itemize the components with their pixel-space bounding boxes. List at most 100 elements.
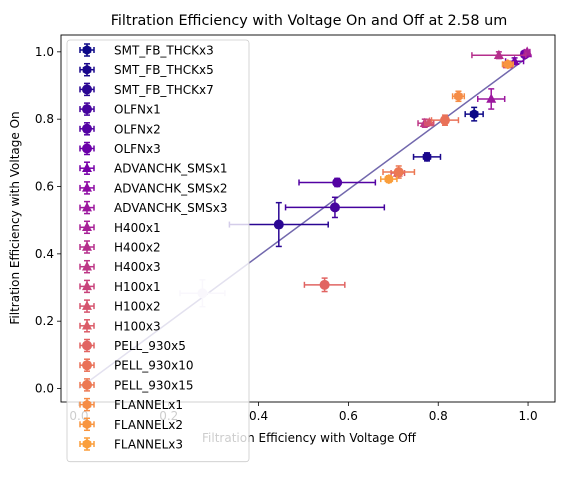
data-marker (493, 49, 504, 59)
data-marker (422, 151, 432, 162)
y-tick-label: 0.0 (35, 382, 54, 396)
legend-marker (82, 221, 92, 232)
legend-label: OLFNx1 (114, 103, 161, 117)
data-marker (384, 174, 394, 185)
data-point (477, 88, 506, 110)
legend-label: FLANNELx3 (114, 438, 183, 452)
legend-marker (82, 84, 92, 95)
legend-entry: H400x3 (79, 259, 161, 274)
legend-label: SMT_FB_THCKx5 (114, 63, 214, 77)
legend-marker (82, 202, 92, 212)
legend-box (66, 39, 250, 463)
legend-marker (82, 104, 92, 115)
legend-entry: OLFNx1 (79, 102, 161, 117)
legend-entry: ADVANCHK_SMSx2 (79, 181, 227, 195)
data-point (412, 151, 442, 162)
data-marker (454, 91, 463, 102)
data-point (284, 196, 386, 219)
plot-area (78, 46, 533, 390)
legend-label: SMT_FB_THCKx7 (114, 83, 214, 97)
legend-label: OLFNx3 (114, 142, 161, 156)
legend-label: PELL_930x10 (114, 359, 193, 373)
y-tick-label: 0.2 (35, 314, 54, 328)
data-marker (522, 46, 533, 56)
legend-marker (82, 379, 92, 390)
y-tick-label: 0.4 (35, 247, 54, 261)
legend-entry: SMT_FB_THCKx7 (79, 82, 214, 97)
legend-marker (82, 439, 92, 449)
legend-entry: PELL_930x15 (79, 378, 193, 392)
legend-entry: OLFNx3 (79, 141, 161, 156)
data-point (382, 165, 416, 179)
plot-frame (60, 34, 556, 403)
legend-marker (82, 182, 92, 192)
x-tick-label: 0.4 (249, 409, 268, 423)
legend-entry: FLANNELx3 (79, 437, 183, 452)
legend-marker (82, 300, 92, 310)
legend-marker (82, 143, 92, 154)
legend-entry: ADVANCHK_SMSx1 (79, 161, 227, 176)
data-marker (393, 167, 404, 178)
legend-label: H100x2 (114, 300, 161, 314)
legend-label: H100x3 (114, 319, 161, 333)
x-axis-label: Filtration Efficiency with Voltage Off (202, 431, 417, 445)
legend-marker (82, 360, 92, 371)
legend-label: H400x3 (114, 260, 161, 274)
legend-entry: ADVANCHK_SMSx3 (79, 200, 227, 215)
data-marker (319, 279, 330, 290)
x-tick-label: 0.6 (339, 409, 358, 423)
legend-label: PELL_930x5 (114, 339, 186, 353)
data-marker (439, 115, 450, 126)
data-point (451, 90, 466, 103)
data-marker (503, 59, 513, 70)
legend-entry: H400x2 (79, 240, 161, 255)
legend-label: ADVANCHK_SMSx1 (114, 162, 227, 176)
legend-entry: H400x1 (79, 220, 161, 235)
legend-entry: H100x3 (79, 319, 161, 333)
legend-label: FLANNELx2 (114, 418, 183, 432)
legend-marker (82, 261, 92, 271)
legend-entry: OLFNx2 (79, 122, 161, 136)
legend-entry: PELL_930x10 (79, 358, 193, 373)
data-point (501, 59, 514, 70)
legend-label: OLFNx2 (114, 122, 161, 136)
x-tick-label: 0.8 (429, 409, 448, 423)
data-marker (329, 202, 340, 213)
legend-marker (82, 340, 92, 351)
legend-label: FLANNELx1 (114, 398, 183, 412)
y-tick-label: 0.6 (35, 180, 54, 194)
legend-marker (82, 399, 92, 410)
legend-entry: H100x2 (79, 299, 161, 314)
legend-marker (82, 162, 92, 172)
data-marker (424, 117, 435, 127)
legend-entry: PELL_930x5 (79, 338, 186, 353)
data-point (298, 177, 377, 188)
data-marker (273, 219, 284, 230)
legend-marker (82, 241, 92, 251)
legend-label: SMT_FB_THCKx3 (114, 44, 214, 58)
x-tick-label: 1.0 (519, 409, 538, 423)
legend-marker (82, 45, 92, 55)
data-marker (486, 93, 497, 103)
legend-label: ADVANCHK_SMSx2 (114, 181, 227, 195)
chart-title: Filtration Efficiency with Voltage On an… (111, 13, 508, 29)
y-tick-label: 1.0 (35, 45, 54, 59)
y-axis-label: Filtration Efficiency with Voltage On (8, 111, 22, 324)
data-point (380, 174, 398, 185)
legend-marker (82, 419, 92, 430)
data-point (430, 114, 460, 126)
legend-marker (82, 280, 92, 291)
y-tick-label: 0.8 (35, 112, 54, 126)
legend-entry: H100x1 (79, 279, 161, 294)
data-marker (332, 177, 343, 188)
legend-label: H400x1 (114, 221, 161, 235)
data-marker (469, 109, 479, 120)
legend-marker (82, 64, 92, 75)
legend-label: H400x2 (114, 241, 161, 255)
legend: SMT_FB_THCKx3 SMT_FB_THCKx5 SMT_FB_THCKx7 O… (66, 39, 250, 463)
legend-label: H100x1 (114, 280, 161, 294)
data-point (464, 106, 484, 122)
data-point (471, 49, 527, 60)
